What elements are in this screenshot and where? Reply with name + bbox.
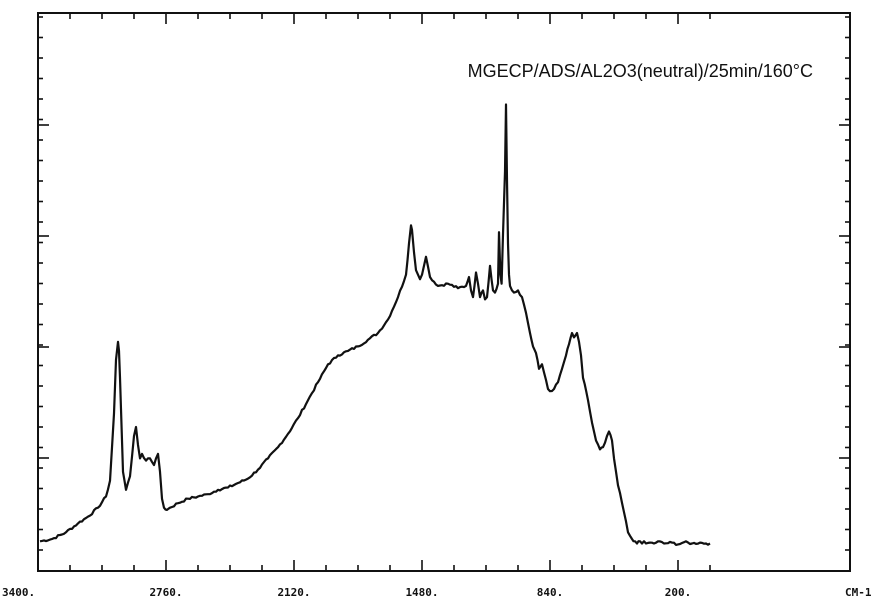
x-tick-labels: 3400. 2760. 2120. 1480. 840. 200.	[2, 586, 691, 599]
x-tick-label: 3400.	[2, 586, 35, 599]
x-tick-label: 840.	[537, 586, 564, 599]
x-tick-label: 1480.	[405, 586, 438, 599]
chart-title: MGECP/ADS/AL2O3(neutral)/25min/160°C	[468, 61, 813, 81]
series-group	[39, 103, 711, 546]
axis-ticks	[37, 13, 850, 571]
spectrum-line-0	[39, 103, 711, 546]
plot-frame	[37, 12, 851, 572]
x-unit-label: CM-1	[845, 586, 872, 599]
x-tick-label: 2760.	[149, 586, 182, 599]
x-tick-label: 2120.	[277, 586, 310, 599]
x-tick-label: 200.	[665, 586, 692, 599]
